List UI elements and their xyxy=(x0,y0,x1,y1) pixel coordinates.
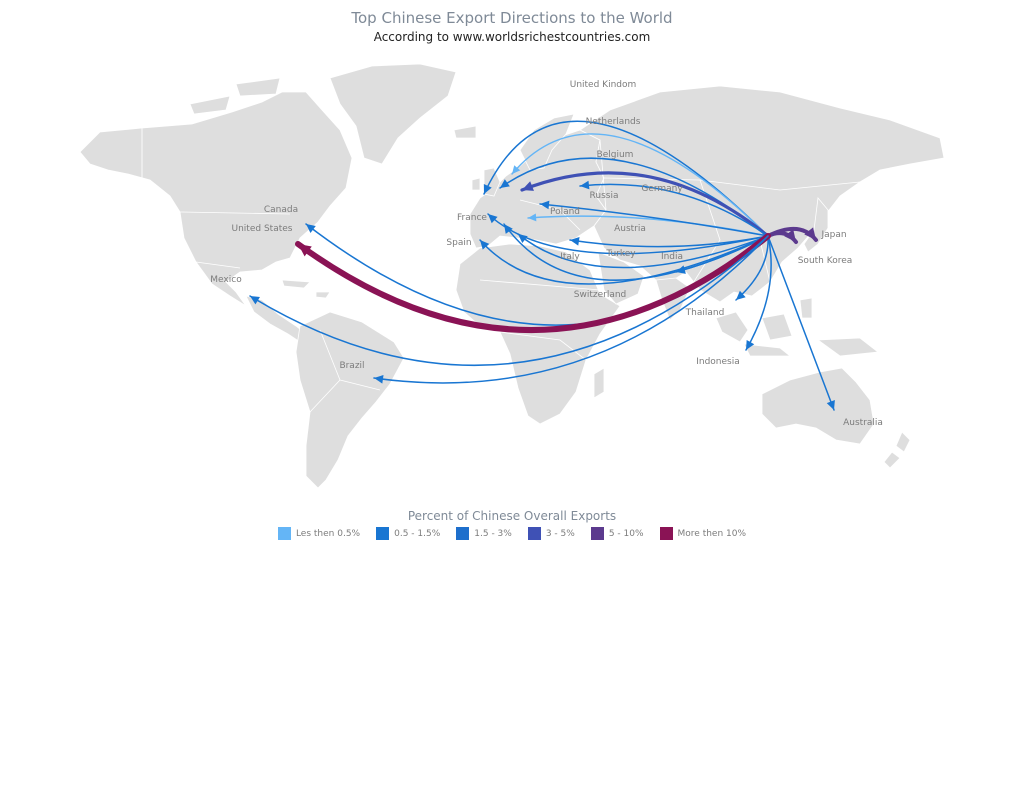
legend-item[interactable]: More then 10% xyxy=(659,527,747,540)
route-line xyxy=(483,120,769,237)
route-line xyxy=(569,235,769,248)
route-arrowhead xyxy=(512,165,521,174)
route-arrowhead xyxy=(522,181,534,191)
legend-swatch xyxy=(277,527,291,540)
map-subtitle: According to www.worldsrichestcountries.… xyxy=(373,30,651,44)
country-label: Turkey xyxy=(605,249,636,259)
legend-swatch xyxy=(527,527,541,540)
route-germany[interactable] xyxy=(520,171,770,238)
route-line xyxy=(579,183,769,237)
route-turkey[interactable] xyxy=(569,235,769,248)
route-australia[interactable] xyxy=(767,235,835,411)
route-arrowhead xyxy=(736,290,746,300)
map-title: Top Chinese Export Directions to the Wor… xyxy=(351,9,673,27)
route-line xyxy=(767,235,835,411)
route-line xyxy=(373,235,769,384)
legend-swatch xyxy=(590,527,604,540)
legend-item[interactable]: 3 - 5% xyxy=(527,527,575,540)
legend-label: Les then 0.5% xyxy=(295,528,361,539)
route-arrowhead xyxy=(374,374,384,384)
country-label: Switzerland xyxy=(574,290,627,300)
legend-item[interactable]: 1.5 - 3% xyxy=(456,527,512,540)
route-arrowhead xyxy=(500,179,510,188)
route-austria[interactable] xyxy=(539,200,769,237)
route-arrowhead xyxy=(504,224,513,234)
route-arrowhead xyxy=(306,224,316,233)
legend-label: 5 - 10% xyxy=(608,528,644,539)
route-united-kindom[interactable] xyxy=(483,120,769,237)
route-arrowhead xyxy=(528,213,537,222)
route-thailand[interactable] xyxy=(735,235,769,301)
route-arrowhead xyxy=(804,227,816,240)
legend-label: 3 - 5% xyxy=(545,528,575,539)
route-arrowhead xyxy=(518,234,528,244)
country-label: Russia xyxy=(590,191,619,201)
route-line xyxy=(249,235,769,366)
country-label: France xyxy=(457,213,487,223)
route-line xyxy=(745,235,772,351)
country-label: Italy xyxy=(560,252,580,262)
legend-swatch xyxy=(376,527,390,540)
country-label: United States xyxy=(232,224,293,234)
country-label: Thailand xyxy=(685,308,725,318)
route-line xyxy=(479,235,769,285)
route-indonesia[interactable] xyxy=(745,235,772,351)
route-spain[interactable] xyxy=(479,235,769,285)
country-label: Japan xyxy=(820,230,846,240)
country-labels: United Kindom Netherlands Belgium Germany Ru… xyxy=(210,80,883,428)
route-mexico[interactable] xyxy=(249,235,769,366)
route-arrowhead xyxy=(746,340,755,350)
legend: Les then 0.5% 0.5 - 1.5% 1.5 - 3% 3 - 5% 5 -… xyxy=(0,527,1024,540)
country-label: South Korea xyxy=(798,256,853,266)
legend-item[interactable]: Les then 0.5% xyxy=(277,527,361,540)
country-label: Australia xyxy=(843,418,883,428)
route-arrowhead xyxy=(250,296,260,305)
route-netherlands[interactable] xyxy=(511,133,769,237)
route-arrowhead xyxy=(480,240,490,250)
route-line xyxy=(511,133,769,237)
country-label: Belgium xyxy=(597,150,634,160)
country-label: India xyxy=(661,252,683,262)
export-routes xyxy=(249,120,835,411)
route-line xyxy=(520,171,770,238)
route-italy[interactable] xyxy=(517,233,769,269)
country-label: Austria xyxy=(614,224,646,234)
legend-swatch xyxy=(456,527,470,540)
route-arrowhead xyxy=(784,229,796,242)
country-label: Germany xyxy=(641,184,683,194)
country-label: Brazil xyxy=(339,361,364,371)
country-label: Spain xyxy=(446,238,471,248)
route-line xyxy=(295,233,771,333)
legend-label: 1.5 - 3% xyxy=(474,528,512,539)
country-label: Canada xyxy=(264,205,298,215)
route-brazil[interactable] xyxy=(373,235,769,384)
country-label: Poland xyxy=(550,207,580,217)
route-arrowhead xyxy=(540,200,550,210)
country-label: Indonesia xyxy=(696,357,740,367)
legend-label: 0.5 - 1.5% xyxy=(394,528,441,539)
route-arrowhead xyxy=(826,400,835,410)
route-arrowhead xyxy=(483,184,492,194)
legend-item[interactable]: 5 - 10% xyxy=(590,527,644,540)
route-arrowhead xyxy=(570,237,580,246)
legend-item[interactable]: 0.5 - 1.5% xyxy=(376,527,440,540)
route-arrowhead xyxy=(488,214,498,224)
route-russia[interactable] xyxy=(579,180,769,237)
legend-title: Percent of Chinese Overall Exports xyxy=(407,509,617,523)
legend-label: More then 10% xyxy=(677,528,747,539)
route-arrowhead xyxy=(580,180,590,190)
route-arrowhead xyxy=(298,244,312,257)
route-united-states[interactable] xyxy=(295,233,771,333)
country-label: United Kindom xyxy=(570,80,637,90)
country-label: Netherlands xyxy=(586,117,641,127)
country-label: Mexico xyxy=(210,275,242,285)
legend-swatch xyxy=(659,527,673,540)
country-borders xyxy=(141,128,861,413)
route-line xyxy=(539,203,769,237)
route-line xyxy=(503,223,769,281)
route-switzerland[interactable] xyxy=(503,223,769,281)
route-line xyxy=(517,233,769,269)
